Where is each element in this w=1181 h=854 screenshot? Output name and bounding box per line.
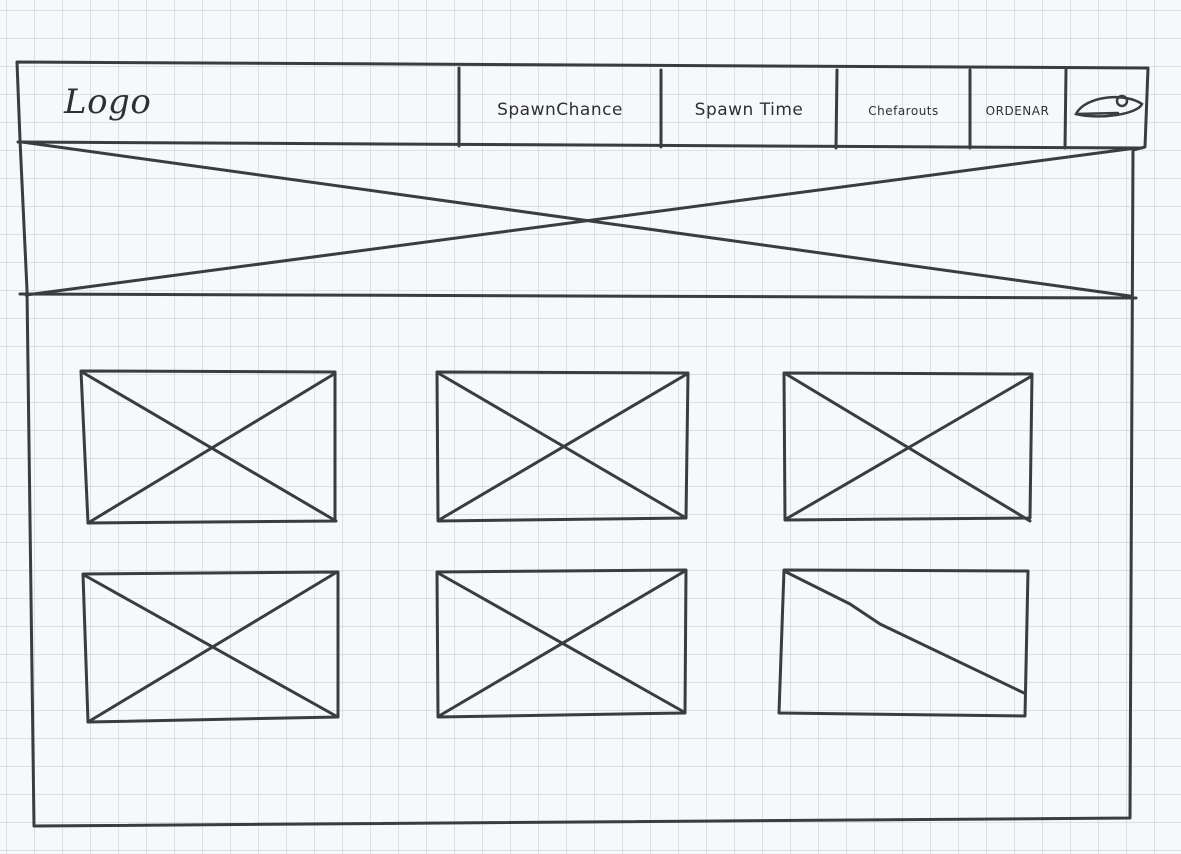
nav-item-spawn-chance[interactable]: SpawnChance: [497, 100, 623, 120]
nav-item-spawn-time[interactable]: Spawn Time: [694, 100, 804, 120]
nav-separator-3: [834, 68, 839, 150]
grid-item-5-placeholder: [435, 568, 688, 719]
grid-card-5[interactable]: [438, 571, 686, 717]
header-divider: [16, 140, 1144, 150]
grid-card-2[interactable]: [438, 372, 687, 520]
hero-image-placeholder: [18, 140, 1138, 300]
page-frame: [15, 60, 1150, 828]
grid-item-6-placeholder: [777, 568, 1030, 718]
grid-card-1[interactable]: [82, 372, 335, 522]
nav-item-ordenar[interactable]: ORDENAR: [985, 104, 1050, 118]
search-button[interactable]: [1068, 72, 1146, 146]
grid-item-3-placeholder: [782, 371, 1034, 523]
hero-banner[interactable]: [24, 150, 1132, 294]
grid-item-2-placeholder: [435, 370, 690, 523]
nav-separator-5: [1063, 68, 1068, 150]
search-icon: [1074, 94, 1144, 118]
grid-card-3[interactable]: [785, 374, 1031, 520]
nav-item-chefarouts[interactable]: Chefarouts: [868, 104, 939, 118]
grid-item-4-placeholder: [81, 570, 340, 724]
grid-card-4[interactable]: [84, 573, 338, 721]
grid-card-6[interactable]: [780, 571, 1027, 716]
grid-item-1-placeholder: [79, 369, 338, 525]
logo[interactable]: Logo: [64, 82, 152, 122]
